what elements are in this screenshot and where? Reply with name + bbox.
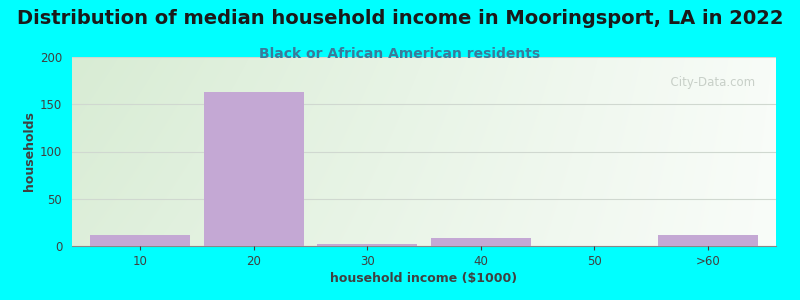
Text: Distribution of median household income in Mooringsport, LA in 2022: Distribution of median household income …: [17, 9, 783, 28]
Bar: [431, 238, 530, 246]
Text: City-Data.com: City-Data.com: [662, 76, 755, 89]
Bar: [90, 235, 190, 246]
Y-axis label: households: households: [23, 112, 36, 191]
Bar: [204, 92, 304, 246]
Bar: [318, 244, 417, 246]
Text: Black or African American residents: Black or African American residents: [259, 46, 541, 61]
Bar: [658, 235, 758, 246]
X-axis label: household income ($1000): household income ($1000): [330, 272, 518, 285]
